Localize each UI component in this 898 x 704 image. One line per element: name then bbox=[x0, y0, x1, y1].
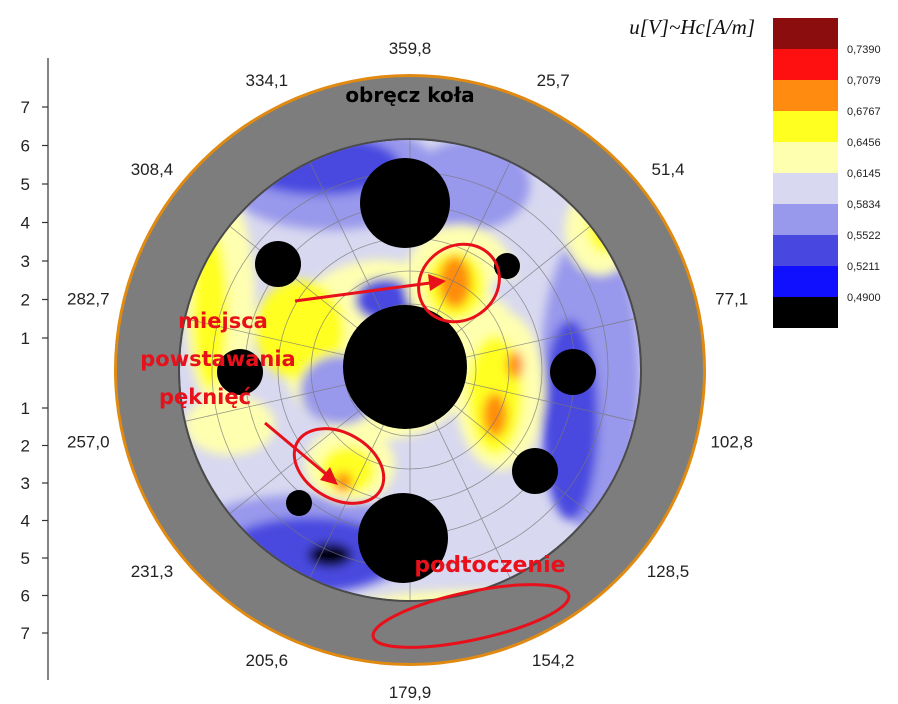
legend-swatch bbox=[773, 235, 838, 266]
small-hole bbox=[286, 490, 312, 516]
angular-tick-label: 231,3 bbox=[131, 562, 174, 581]
contour-region bbox=[185, 395, 275, 455]
crack-zone-outline bbox=[292, 427, 386, 505]
legend-level-label: 0,5834 bbox=[847, 199, 881, 211]
radial-tick-label: 7 bbox=[21, 98, 30, 117]
radial-axis: 7 6 5 4 3 2 1 1 2 3 4 5 6 7 bbox=[21, 58, 49, 680]
grid-spoke bbox=[435, 226, 591, 350]
angular-tick-label: 205,6 bbox=[246, 651, 289, 670]
legend-swatch bbox=[773, 266, 838, 297]
bolt-hole bbox=[255, 241, 301, 287]
contour-region bbox=[308, 543, 352, 567]
contour-region bbox=[507, 351, 523, 379]
legend-swatch bbox=[773, 142, 838, 173]
angular-tick-label: 77,1 bbox=[715, 289, 748, 308]
arrow-line bbox=[264, 421, 328, 477]
undercut-outline bbox=[371, 583, 571, 649]
angular-tick-label: 179,9 bbox=[389, 683, 432, 702]
radial-tick-label: 6 bbox=[21, 587, 30, 606]
contour-region bbox=[255, 280, 345, 380]
angular-tick-label: 102,8 bbox=[710, 433, 753, 452]
legend-level-label: 0,7390 bbox=[847, 44, 881, 56]
radial-tick-label: 2 bbox=[21, 291, 30, 310]
angular-tick-label: 154,2 bbox=[532, 651, 575, 670]
angular-tick-label: 308,4 bbox=[131, 160, 174, 179]
angular-tick-labels: 359,8 25,7 51,4 77,1 102,8 128,5 154,2 179,9 205… bbox=[67, 39, 753, 702]
legend-title: u[V]~Hc[A/m] bbox=[629, 15, 755, 39]
angular-tick-label: 128,5 bbox=[647, 562, 690, 581]
bolt-hole bbox=[217, 349, 263, 395]
legend-swatch bbox=[773, 80, 838, 111]
annotation-arrows bbox=[264, 274, 446, 485]
bolt-hole bbox=[512, 448, 558, 494]
angular-tick-label: 359,8 bbox=[389, 39, 432, 58]
crack-zone-outline bbox=[417, 242, 501, 324]
legend-level-label: 0,5522 bbox=[847, 230, 881, 242]
arrow-line bbox=[294, 281, 431, 303]
radial-tick-label: 1 bbox=[21, 329, 30, 348]
radial-tick-label: 1 bbox=[21, 399, 30, 418]
angular-tick-label: 334,1 bbox=[246, 71, 289, 90]
crack-label-line2: powstawania bbox=[140, 347, 295, 371]
angular-tick-label: 51,4 bbox=[651, 160, 684, 179]
radial-tick-label: 6 bbox=[21, 137, 30, 156]
angular-tick-label: 282,7 bbox=[67, 289, 110, 308]
legend-level-label: 0,7079 bbox=[847, 75, 881, 87]
legend-level-label: 0,4900 bbox=[847, 292, 881, 304]
crack-label-line3: pęknięć bbox=[159, 385, 251, 409]
contour-region bbox=[483, 393, 507, 437]
bolt-hole bbox=[550, 349, 596, 395]
legend-level-label: 0,5211 bbox=[847, 261, 880, 273]
grid-spoke bbox=[442, 376, 635, 422]
grid-spoke bbox=[309, 399, 397, 578]
arrow-head bbox=[428, 274, 446, 291]
legend-swatch bbox=[773, 297, 838, 328]
grid-spoke bbox=[423, 399, 511, 578]
legend-swatch bbox=[773, 18, 838, 49]
crack-label-line1: miejsca bbox=[178, 309, 268, 333]
radial-tick-label: 5 bbox=[21, 175, 30, 194]
hub-hole bbox=[343, 305, 467, 429]
legend-level-label: 0,6767 bbox=[847, 106, 881, 118]
contour-region bbox=[334, 472, 352, 492]
wheel-holes bbox=[217, 158, 596, 583]
grid-spoke bbox=[423, 162, 511, 341]
legend-level-label: 0,6145 bbox=[847, 168, 881, 180]
grid-spoke bbox=[442, 318, 635, 364]
legend-level-label: 0,6456 bbox=[847, 137, 881, 149]
radial-tick-label: 3 bbox=[21, 252, 30, 271]
annotation-markers bbox=[292, 242, 571, 649]
color-legend: u[V]~Hc[A/m] 0,7390 0,7079 0,6767 0,6456 0,6… bbox=[629, 15, 881, 328]
bolt-hole bbox=[360, 158, 450, 248]
bolt-hole bbox=[358, 493, 448, 583]
legend-swatch bbox=[773, 111, 838, 142]
arrow-head bbox=[320, 467, 338, 485]
angular-tick-label: 257,0 bbox=[67, 433, 110, 452]
rim-label: obręcz koła bbox=[345, 83, 474, 107]
legend-swatch bbox=[773, 173, 838, 204]
radial-tick-label: 7 bbox=[21, 624, 30, 643]
radial-tick-label: 5 bbox=[21, 549, 30, 568]
grid-spoke bbox=[229, 390, 385, 514]
legend-swatch bbox=[773, 204, 838, 235]
legend-swatch bbox=[773, 49, 838, 80]
undercut-label: podtoczenie bbox=[414, 553, 565, 578]
radial-tick-label: 4 bbox=[21, 512, 30, 531]
radial-tick-label: 3 bbox=[21, 474, 30, 493]
angular-tick-label: 25,7 bbox=[537, 71, 570, 90]
grid-spoke bbox=[435, 390, 591, 514]
radial-tick-label: 4 bbox=[21, 214, 30, 233]
radial-tick-label: 2 bbox=[21, 437, 30, 456]
